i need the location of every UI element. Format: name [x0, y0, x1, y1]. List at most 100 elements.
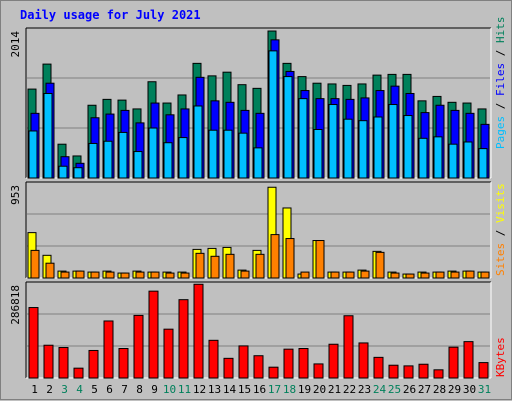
kbytes-bar [343, 315, 354, 379]
sites-bar [435, 271, 445, 279]
chart-title: Daily usage for July 2021 [20, 8, 201, 22]
x-tick-label: 5 [91, 383, 98, 396]
pages-bar [388, 104, 398, 179]
x-tick-label: 18 [283, 383, 296, 396]
pages-bar [283, 76, 293, 179]
kbytes-bar [148, 290, 159, 379]
x-tick-label: 13 [208, 383, 221, 396]
sites-bar [465, 270, 475, 279]
x-tick-label: 17 [268, 383, 281, 396]
legend-separator: / [494, 223, 507, 243]
kbytes-bar [283, 348, 294, 379]
pages-bar [448, 143, 458, 179]
sites-bar [30, 249, 40, 279]
y-max-label-hits: 2014 [9, 31, 22, 58]
pages-bar [313, 128, 323, 179]
pages-bar [163, 142, 173, 179]
sites-bar [180, 272, 190, 279]
pages-bar [238, 132, 248, 179]
legend-files: Files [494, 63, 507, 96]
kbytes-bar [208, 339, 219, 379]
x-tick-label: 3 [61, 383, 68, 396]
x-tick-label: 21 [328, 383, 341, 396]
pages-bar [28, 130, 38, 179]
kbytes-bar [73, 367, 84, 379]
kbytes-bar [403, 365, 414, 379]
x-tick-label: 30 [463, 383, 476, 396]
pages-bar [73, 167, 83, 179]
x-tick-label: 31 [478, 383, 491, 396]
pages-bar [478, 148, 488, 179]
pages-bar [343, 118, 353, 179]
x-tick-label: 24 [373, 383, 387, 396]
sites-bar [405, 273, 415, 279]
sites-bar [225, 253, 235, 279]
pages-bar [148, 127, 158, 179]
pages-bar [373, 116, 383, 179]
kbytes-bar [328, 343, 339, 379]
legend-separator: / [494, 43, 507, 63]
x-tick-label: 2 [46, 383, 53, 396]
kbytes-bar [88, 349, 99, 379]
pages-bar [253, 147, 263, 179]
pages-bar [193, 105, 203, 179]
x-tick-label: 22 [343, 383, 356, 396]
sites-bar [390, 272, 400, 279]
sites-bar [360, 270, 370, 279]
kbytes-bar [178, 299, 189, 379]
pages-bar [358, 120, 368, 179]
sites-bar [135, 271, 145, 279]
legend-visits-sites: Sites / Visits [494, 183, 507, 276]
legend-pages: Pages [494, 116, 507, 149]
x-tick-label: 15 [238, 383, 251, 396]
x-tick-label: 23 [358, 383, 371, 396]
pages-bar [43, 92, 53, 179]
kbytes-bar [118, 348, 129, 379]
pages-bar [463, 141, 473, 179]
pages-bar [403, 115, 413, 179]
kbytes-bar [373, 356, 384, 379]
sites-bar [345, 271, 355, 279]
legend-separator: / [494, 96, 507, 116]
kbytes-bar [463, 341, 474, 379]
legend-sites: Sites [494, 243, 507, 276]
x-tick-label: 6 [106, 383, 113, 396]
kbytes-bar [58, 347, 69, 379]
sites-bar [270, 234, 280, 279]
sites-bar [240, 270, 250, 279]
x-tick-label: 4 [76, 383, 83, 396]
sites-bar [165, 272, 175, 279]
pages-bar [103, 140, 113, 179]
pages-bar [433, 136, 443, 179]
sites-bar [210, 255, 220, 279]
sites-bar [195, 252, 205, 279]
x-tick-label: 29 [448, 383, 461, 396]
kbytes-bar [193, 283, 204, 379]
sites-bar [375, 251, 385, 279]
sites-bar [450, 271, 460, 279]
pages-bar [223, 129, 233, 179]
legend-kbytes: KBytes [494, 337, 507, 377]
pages-bar [118, 131, 128, 179]
sites-bar [330, 271, 340, 279]
pages-bar [88, 142, 98, 179]
x-tick-label: 11 [178, 383, 191, 396]
kbytes-bar [358, 342, 369, 379]
x-tick-label: 26 [403, 383, 416, 396]
x-tick-label: 12 [193, 383, 206, 396]
kbytes-bar [253, 355, 264, 379]
kbytes-bar [43, 344, 54, 379]
y-max-label-visits: 953 [9, 185, 22, 205]
x-tick-label: 20 [313, 383, 326, 396]
kbytes-bar [418, 363, 429, 379]
kbytes-bar [238, 345, 249, 379]
sites-bar [315, 240, 325, 279]
x-tick-label: 25 [388, 383, 401, 396]
kbytes-bar [433, 369, 444, 379]
sites-bar [285, 238, 295, 279]
sites-bar [420, 272, 430, 279]
sites-bar [300, 271, 310, 279]
pages-bar [133, 151, 143, 179]
x-tick-label: 1 [31, 383, 38, 396]
